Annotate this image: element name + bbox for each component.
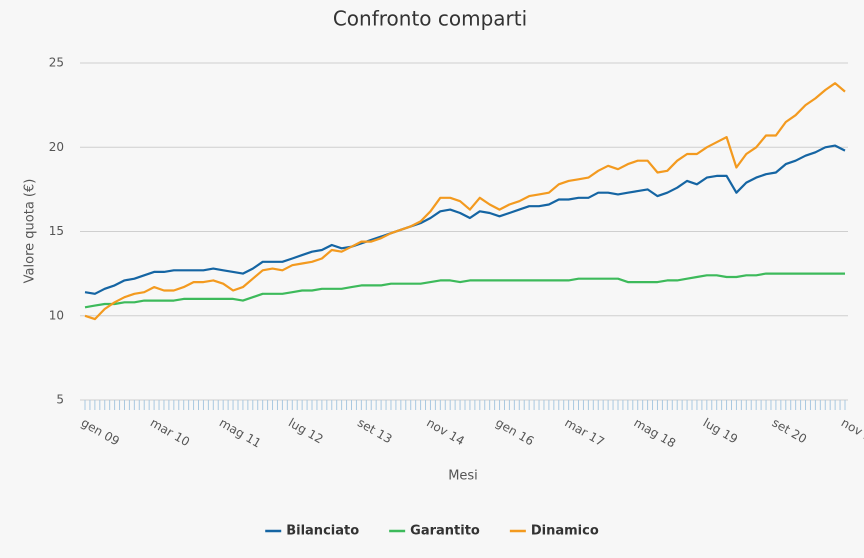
x-tick-label: mar 17 — [562, 416, 606, 450]
x-axis-title: Mesi — [448, 469, 478, 484]
series-line — [84, 144, 846, 295]
x-tick-label: gen 09 — [79, 416, 122, 449]
series-line — [84, 272, 845, 309]
x-tick-label: mar 10 — [148, 416, 192, 450]
x-tick-label: nov 21 — [839, 416, 864, 449]
legend-label: Dinamico — [531, 524, 599, 539]
x-tick-label: lug 12 — [286, 416, 326, 447]
legend-label: Bilanciato — [286, 524, 359, 539]
y-tick-label: 20 — [49, 140, 64, 154]
y-tick-label: 10 — [49, 308, 64, 322]
x-tick-label: lug 19 — [701, 416, 741, 447]
y-tick-label: 15 — [49, 224, 64, 238]
x-tick-label: mag 18 — [631, 416, 678, 451]
x-tick-label: gen 16 — [493, 416, 536, 449]
y-tick-label: 5 — [56, 393, 64, 407]
x-tick-label: set 13 — [355, 416, 394, 447]
series-line — [84, 82, 846, 321]
legend-label: Garantito — [410, 524, 480, 539]
x-tick-label: set 20 — [770, 416, 809, 447]
x-tick-label: nov 14 — [424, 416, 467, 449]
x-tick-label: mag 11 — [217, 416, 264, 451]
y-axis-title: Valore quota (€) — [23, 179, 38, 284]
y-tick-label: 25 — [49, 56, 64, 70]
chart-title: Confronto comparti — [333, 7, 527, 31]
